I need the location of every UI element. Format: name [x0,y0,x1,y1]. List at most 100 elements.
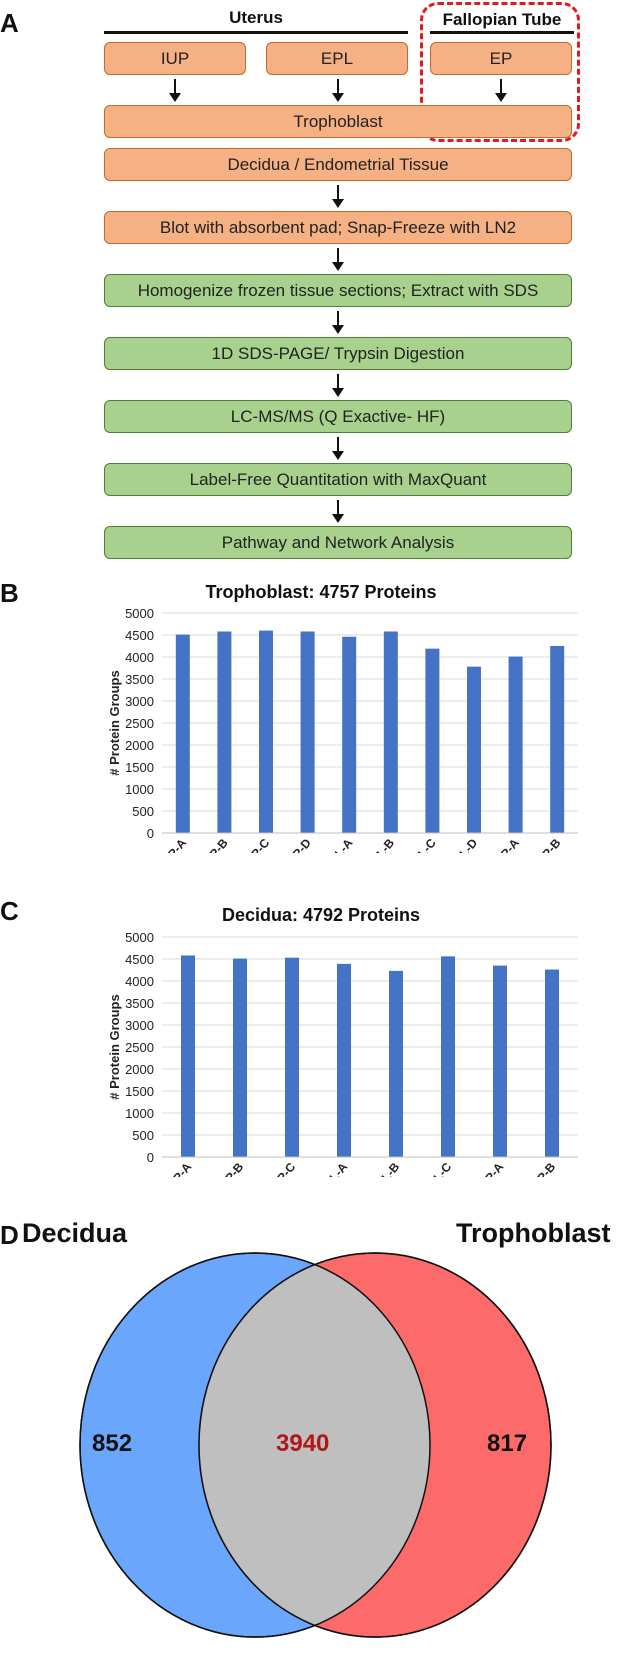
x-tick-label: EPL-B [363,836,397,853]
overlap-region [199,1253,430,1637]
arrow-lcms-to-labelfree [332,437,344,460]
x-tick-label: EP-B [529,1160,558,1177]
y-tick-label: 4500 [125,952,154,967]
y-tick-label: 4000 [125,650,154,665]
arrow-iup-to-trophoblast [169,79,181,102]
x-tick-label: IUP-B [215,1160,247,1177]
y-tick-label: 1500 [125,1084,154,1099]
x-tick-label: EPL-D [446,836,480,853]
iup-box: IUP [104,42,246,75]
homogenize-box: Homogenize frozen tissue sections; Extra… [104,274,572,307]
trophoblast-bar-chart: 0 500 1000 1500 2000 2500 3000 3500 4000 4500 5000… [107,606,578,853]
y-axis-label: # Protein Groups [107,670,122,775]
venn-decidua-only-count: 852 [92,1430,133,1457]
y-tick-label: 1000 [125,782,154,797]
x-tick-label: EP-A [493,836,522,853]
y-tick-label: 5000 [125,606,154,621]
x-tick-label: EPL-C [405,836,439,853]
y-tick-label: 0 [147,1150,154,1165]
y-tick-label: 5000 [125,930,154,945]
venn-trophoblast-label: Trophoblast [456,1218,611,1248]
y-tick-label: 1500 [125,760,154,775]
fallopian-bracket-line [430,31,574,34]
panel-label-b: B [0,578,19,608]
y-tick-label: 500 [132,1128,154,1143]
pathway-box: Pathway and Network Analysis [104,526,572,559]
panel-label-a: A [0,8,19,38]
y-tick-label: 2000 [125,1062,154,1077]
venn-diagram [79,1252,552,1638]
bar-iup-d [300,631,315,833]
venn-trophoblast-only-count: 817 [487,1430,528,1457]
bar-iup-b [217,631,232,833]
bar-epl-c [441,956,455,1157]
y-tick-label: 2500 [125,1040,154,1055]
bar-iup-a [175,634,190,833]
x-tick-label: IUP-C [241,836,273,853]
fallopian-tube-label: Fallopian Tube [442,10,562,29]
y-tick-label: 3000 [125,694,154,709]
uterus-label: Uterus [229,8,283,27]
trophoblast-box: Trophoblast [104,105,572,138]
x-tick-label: EPL-A [316,1160,350,1177]
bar-epl-c [425,648,440,833]
bar-ep-a [493,965,507,1157]
blot-box: Blot with absorbent pad; Snap-Freeze wit… [104,211,572,244]
x-tick-label: EPL-C [420,1160,454,1177]
ep-box: EP [430,42,572,75]
x-tick-label: IUP-A [163,1160,195,1177]
panel-label-c: C [0,896,19,926]
x-tick-label: IUP-C [267,1160,299,1177]
y-tick-label: 4000 [125,974,154,989]
arrow-blot-to-homogenize [332,248,344,271]
arrow-ep-to-trophoblast [495,79,507,102]
x-tick-label: IUP-B [199,836,231,853]
y-tick-label: 0 [147,826,154,841]
y-axis-label: # Protein Groups [107,994,122,1099]
arrow-homogenize-to-sds [332,311,344,334]
y-tick-label: 3500 [125,672,154,687]
bar-epl-b [383,631,398,833]
venn-decidua-label: Decidua [22,1218,128,1248]
bar-iup-c [259,630,273,833]
fallopian-highlight-box [420,2,580,142]
bar-ep-a [508,656,523,833]
decidua-chart-title: Decidua: 4792 Proteins [221,905,421,925]
bar-epl-a [342,636,357,833]
y-tick-label: 2500 [125,716,154,731]
y-tick-label: 500 [132,804,154,819]
bar-ep-b [550,646,565,833]
bar-epl-a [337,963,351,1157]
epl-box: EPL [266,42,408,75]
bar-epl-d [467,666,481,833]
sds-page-box: 1D SDS-PAGE/ Trypsin Digestion [104,337,572,370]
label-free-box: Label-Free Quantitation with MaxQuant [104,463,572,496]
arrow-labelfree-to-pathway [332,500,344,523]
y-tick-label: 2000 [125,738,154,753]
decidua-bar-chart: 0 500 1000 1500 2000 2500 3000 3500 4000 4500 5000… [107,930,578,1177]
x-tick-label: EPL-A [322,836,356,853]
arrow-sds-to-lcms [332,374,344,397]
bar-ep-b [545,969,559,1157]
y-tick-label: 1000 [125,1106,154,1121]
arrow-decidua-to-blot [332,185,344,208]
trophoblast-chart-title: Trophoblast: 4757 Proteins [205,582,437,602]
x-tick-label: EPL-B [368,1160,402,1177]
x-tick-label: EP-B [534,836,563,853]
bar-epl-b [389,970,403,1157]
lcms-box: LC-MS/MS (Q Exactive- HF) [104,400,572,433]
decidua-box: Decidua / Endometrial Tissue [104,148,572,181]
venn-overlap-count: 3940 [276,1430,330,1457]
y-tick-label: 4500 [125,628,154,643]
bar-iup-b [233,958,247,1157]
bar-iup-c [285,957,299,1157]
arrow-epl-to-trophoblast [332,79,344,102]
x-tick-label: IUP-A [157,836,189,853]
x-tick-label: EP-A [477,1160,506,1177]
y-tick-label: 3000 [125,1018,154,1033]
bar-iup-a [181,955,195,1157]
uterus-bracket-line [104,31,408,34]
x-tick-label: IUP-D [282,836,314,853]
panel-label-d: D [0,1220,19,1250]
y-tick-label: 3500 [125,996,154,1011]
